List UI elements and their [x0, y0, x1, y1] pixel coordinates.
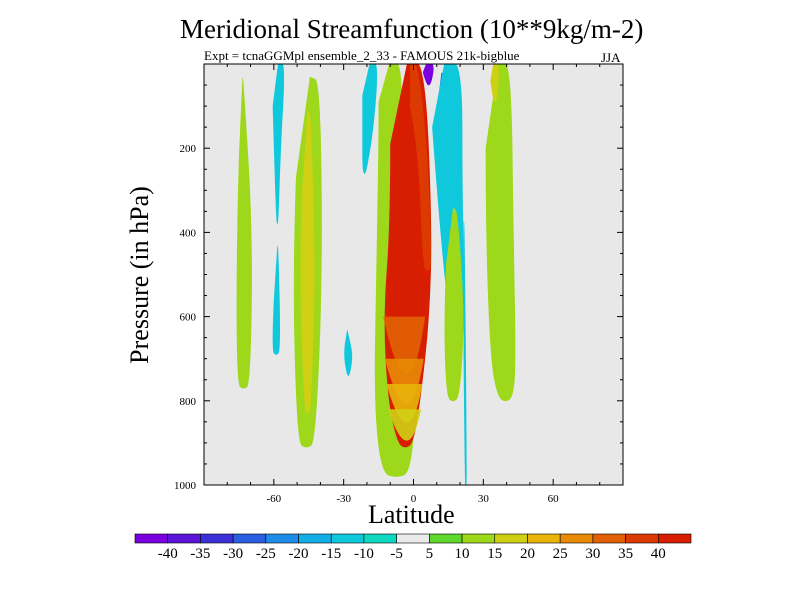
hadley-cell-upper-tongue: [410, 64, 431, 271]
colorbar-label: -20: [289, 546, 309, 562]
colorbar-label: 40: [651, 546, 666, 562]
colorbar-swatch: [232, 533, 267, 544]
hadley-gradient-band: [388, 409, 421, 441]
y-tick-label: 400: [180, 227, 197, 239]
colorbar-swatch: [494, 533, 528, 544]
colorbar-label: 30: [585, 546, 600, 562]
contour-fill-group: [236, 64, 516, 485]
colorbar-label: 5: [426, 546, 434, 562]
colorbar-swatch: [461, 533, 496, 544]
colorbar-label: 20: [520, 546, 535, 562]
x-axis-label: Latitude: [368, 500, 455, 529]
colorbar-swatch: [592, 533, 626, 544]
sh-outer-positive-band: [236, 76, 252, 389]
x-tick-label: 60: [548, 493, 560, 505]
colorbar-swatch: [134, 533, 169, 544]
colorbar-swatch: [265, 533, 299, 544]
colorbar-swatch: [330, 533, 365, 544]
sh-negative-band-lower: [272, 245, 281, 355]
colorbar-swatch: [167, 533, 201, 544]
nh-hadley-negative-cell: [422, 64, 434, 86]
x-tick-label: -30: [336, 493, 351, 505]
colorbar-swatch: [363, 533, 397, 544]
colorbar-swatch: [559, 533, 594, 544]
colorbar-label: -30: [223, 546, 243, 562]
axis-ticks: -60 -30 0 30 60 200 400 600 800 1000: [174, 64, 623, 505]
colorbar-label: 15: [487, 546, 502, 562]
x-tick-label: -60: [266, 493, 281, 505]
colorbar-label: -5: [390, 546, 403, 562]
nh-subtropical-negative: [463, 219, 467, 485]
colorbar-swatch: [396, 533, 430, 544]
colorbar-swatch: [298, 533, 332, 544]
nh-midlat-positive-band: [485, 64, 516, 402]
subtropical-negative-pocket: [344, 329, 353, 376]
y-tick-label: 800: [180, 396, 197, 408]
colorbar-label: 10: [455, 546, 470, 562]
colorbar: -40 -35 -30 -25 -20 -15 -10 -5 5 10 15 20 25 30 35 40: [134, 533, 692, 562]
colorbar-label: -35: [190, 546, 210, 562]
colorbar-label: 35: [618, 546, 633, 562]
sh-negative-band: [272, 64, 285, 225]
nh-midlat-core: [490, 64, 499, 103]
colorbar-label: 25: [553, 546, 568, 562]
y-tick-label: 1000: [174, 480, 197, 492]
colorbar-label: -10: [354, 546, 374, 562]
colorbar-swatch: [527, 533, 561, 544]
x-tick-label: 0: [411, 493, 417, 505]
tropical-negative-band: [362, 64, 378, 174]
y-tick-label: 600: [180, 312, 197, 324]
colorbar-label: -40: [158, 546, 178, 562]
colorbar-swatch: [429, 533, 463, 544]
colorbar-label: -25: [256, 546, 276, 562]
colorbar-swatch: [657, 533, 692, 544]
nh-positive-band: [444, 207, 464, 402]
y-tick-label: 200: [180, 143, 197, 155]
chart-subtitle: Expt = tcnaGGMpl ensemble_2_33 - FAMOUS …: [204, 48, 520, 63]
colorbar-swatch: [200, 533, 234, 544]
sh-midlat-core: [300, 110, 315, 414]
chart-title: Meridional Streamfunction (10**9kg/m-2): [180, 14, 644, 44]
season-label: JJA: [601, 50, 621, 65]
x-tick-label: 30: [478, 493, 490, 505]
colorbar-swatch: [625, 533, 659, 544]
colorbar-label: -15: [321, 546, 341, 562]
